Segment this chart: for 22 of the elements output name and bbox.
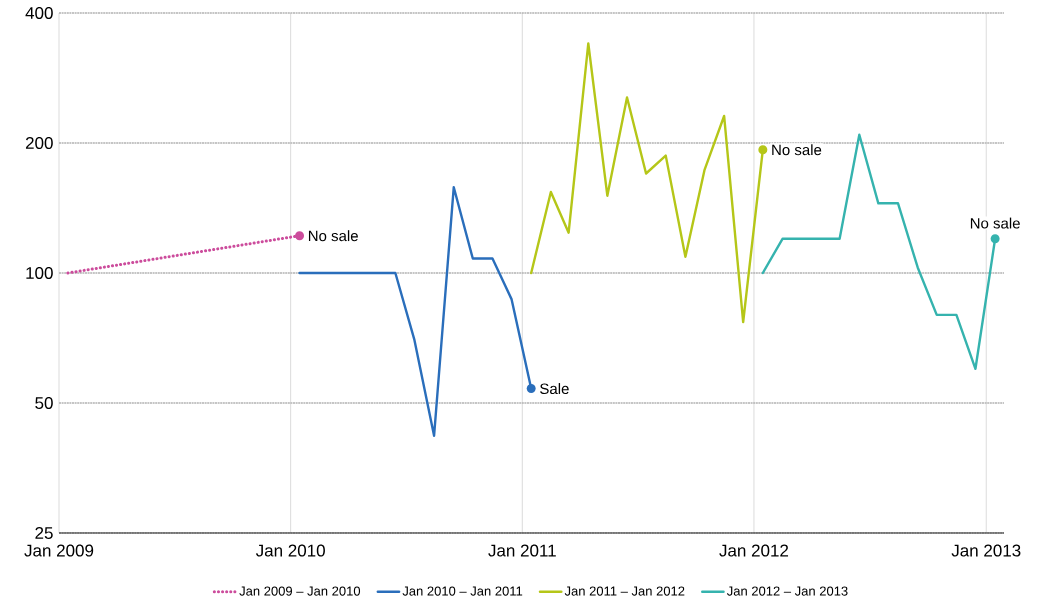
y-tick-label: 200 xyxy=(25,136,53,150)
x-tick-label: Jan 2009 xyxy=(24,544,94,557)
y-tick-label: 25 xyxy=(35,526,53,540)
point xyxy=(990,234,1000,244)
x-tick-label: Jan 2012 xyxy=(719,544,789,557)
point xyxy=(526,384,536,394)
legend-label: Jan 2010 – Jan 2011 xyxy=(402,586,523,596)
annotation: No sale xyxy=(970,217,1020,229)
y-tick-label: 50 xyxy=(35,396,53,410)
annotation: Sale xyxy=(540,383,569,395)
annotation: No sale xyxy=(772,144,822,156)
annotation: No sale xyxy=(308,230,358,242)
legend-label: Jan 2009 – Jan 2010 xyxy=(239,586,361,596)
x-tick-label: Jan 2011 xyxy=(488,544,556,557)
point xyxy=(758,145,768,155)
x-tick-label: Jan 2010 xyxy=(255,544,325,557)
y-tick-label: 100 xyxy=(26,266,53,280)
y-tick-label: 400 xyxy=(25,6,53,20)
point xyxy=(295,231,305,241)
legend-label: Jan 2012 – Jan 2013 xyxy=(726,586,848,596)
legend-label: Jan 2011 – Jan 2012 xyxy=(564,586,685,596)
x-tick-label: Jan 2013 xyxy=(951,544,1021,557)
